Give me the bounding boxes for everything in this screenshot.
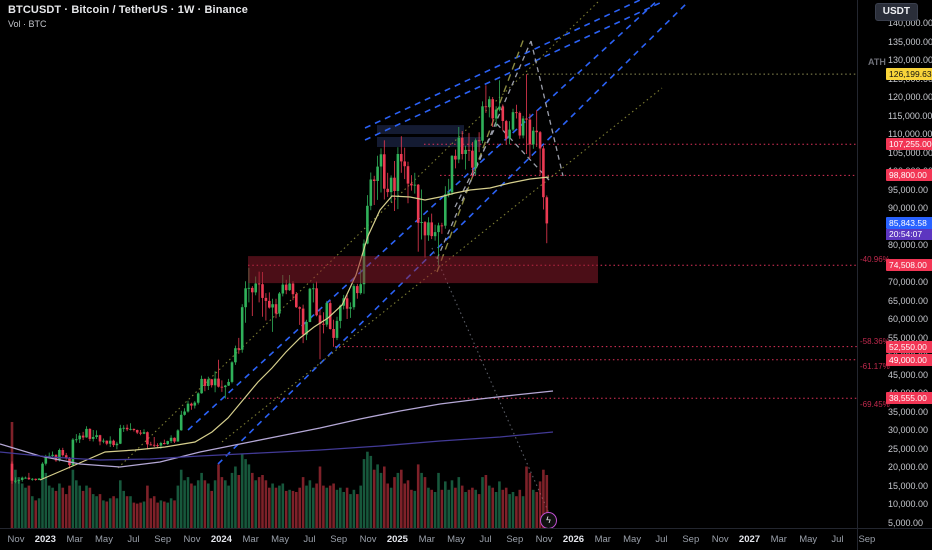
fib-percent-label: -40.96% — [860, 255, 890, 264]
lightning-icon: ϟ — [546, 515, 551, 525]
price-tick-label: 130,000.00 — [888, 55, 932, 65]
ray-gray-down[interactable] — [431, 247, 553, 521]
pattern-white-2[interactable] — [530, 40, 564, 177]
price-tick-label: 105,000.00 — [888, 147, 932, 158]
volume-bars — [10, 422, 549, 528]
price-tick-label: 20,000.00 — [888, 462, 929, 472]
month-label[interactable]: Jul — [303, 534, 316, 545]
candles — [10, 74, 549, 484]
month-label[interactable]: Jul — [479, 534, 492, 545]
month-label[interactable]: Sep — [682, 534, 700, 545]
fvg-box-upper — [377, 125, 464, 134]
month-label[interactable]: Sep — [506, 534, 524, 545]
price-label-level-98800: 98,800.00 — [886, 169, 932, 182]
month-label[interactable]: Nov — [711, 534, 729, 545]
year-label[interactable]: 2026 — [562, 534, 585, 545]
price-tick-label: 55,000.00 — [888, 332, 929, 343]
countdown-label: 20:54:07 — [886, 229, 932, 241]
price-tick-label: 140,000.00 — [888, 18, 932, 28]
year-label[interactable]: 2023 — [34, 534, 56, 545]
ma-slow-indigo — [0, 431, 554, 461]
price-tick-label: 35,000.00 — [888, 406, 929, 417]
axis-separator-horizontal — [0, 528, 932, 529]
price-tick-label: 90,000.00 — [888, 203, 929, 213]
month-label[interactable]: Sep — [154, 534, 172, 545]
month-label[interactable]: May — [271, 534, 290, 545]
price-tick-label: 65,000.00 — [888, 295, 929, 306]
ma-fast-yellow — [39, 176, 550, 481]
price-label-level-107255: 107,255.00 — [886, 138, 932, 151]
fib-percent-label: -69.45% — [860, 400, 890, 409]
month-label[interactable]: Sep — [858, 534, 876, 545]
price-tick-label: 45,000.00 — [888, 369, 929, 380]
price-tick-label: 60,000.00 — [888, 314, 929, 324]
month-label[interactable]: Jul — [127, 534, 140, 545]
price-tick-label: 5,000.00 — [888, 517, 924, 528]
price-label-last-price: 85,843.58 — [886, 217, 932, 230]
price-tick-label: 70,000.00 — [888, 277, 929, 287]
price-tick-label: 10,000.00 — [888, 499, 929, 509]
price-label-level-49000: 49,000.00 — [886, 353, 932, 366]
price-label-level-52550: 52,550.00 — [886, 340, 932, 353]
month-label[interactable]: May — [447, 534, 466, 545]
price-tick-label: 135,000.00 — [888, 36, 932, 47]
month-label[interactable]: Nov — [183, 534, 201, 545]
channel-blue-2[interactable] — [217, 1, 689, 465]
price-tick-label: 80,000.00 — [888, 240, 929, 250]
price-tick-label: 15,000.00 — [888, 480, 929, 491]
price-tick-label: 110,000.00 — [888, 129, 932, 139]
fvg-box-lower — [377, 137, 481, 147]
price-label-ath-price: 126,199.63 — [886, 68, 932, 81]
price-tick-label: 115,000.00 — [888, 110, 932, 121]
ath-label: ATH — [868, 57, 886, 68]
month-label[interactable]: May — [623, 534, 642, 545]
price-tick-label: 95,000.00 — [888, 184, 929, 195]
price-tick-label: 25,000.00 — [888, 443, 929, 454]
month-label[interactable]: Nov — [359, 534, 377, 545]
year-label[interactable]: 2024 — [210, 534, 232, 545]
month-label[interactable]: Jul — [655, 534, 668, 545]
lightning-event-icon[interactable]: ϟ — [540, 512, 557, 529]
currency-toggle-button[interactable]: USDT — [874, 3, 918, 21]
axis-separator-vertical — [857, 0, 858, 550]
price-label-level-74508: 74,508.00 — [886, 259, 932, 272]
month-label[interactable]: Nov — [535, 534, 553, 545]
price-tick-label: 30,000.00 — [888, 425, 929, 435]
price-axis[interactable]: 140,000.00135,000.00130,000.00125,000.00… — [858, 0, 932, 528]
year-label[interactable]: 2025 — [386, 534, 408, 545]
ma-mid-lavender — [0, 390, 554, 468]
month-label[interactable]: Nov — [7, 534, 25, 545]
month-label[interactable]: Mar — [66, 534, 83, 545]
month-label[interactable]: May — [95, 534, 113, 545]
month-label[interactable]: Jul — [831, 534, 844, 545]
month-label[interactable]: Mar — [594, 534, 611, 545]
month-label[interactable]: Mar — [418, 534, 435, 545]
month-label[interactable]: Mar — [242, 534, 259, 545]
price-label-level-38555: 38,555.00 — [886, 392, 932, 405]
supply-zone-red[interactable] — [248, 256, 598, 284]
year-label[interactable]: 2027 — [738, 534, 761, 545]
fib-percent-label: -61.17% — [860, 362, 890, 371]
ray-olive-1[interactable] — [117, 0, 601, 469]
trend-olive-dashed[interactable] — [436, 37, 525, 273]
price-tick-label: 120,000.00 — [888, 92, 932, 102]
month-label[interactable]: May — [799, 534, 818, 545]
channel-blue-1[interactable] — [187, 0, 659, 431]
month-label[interactable]: Mar — [770, 534, 787, 545]
month-label[interactable]: Sep — [330, 534, 348, 545]
time-axis[interactable]: Nov 2023 Mar May Jul Sep Nov 2024 Mar May Jul Sep No… — [0, 528, 932, 550]
fib-percent-label: -58.36% — [860, 337, 890, 346]
